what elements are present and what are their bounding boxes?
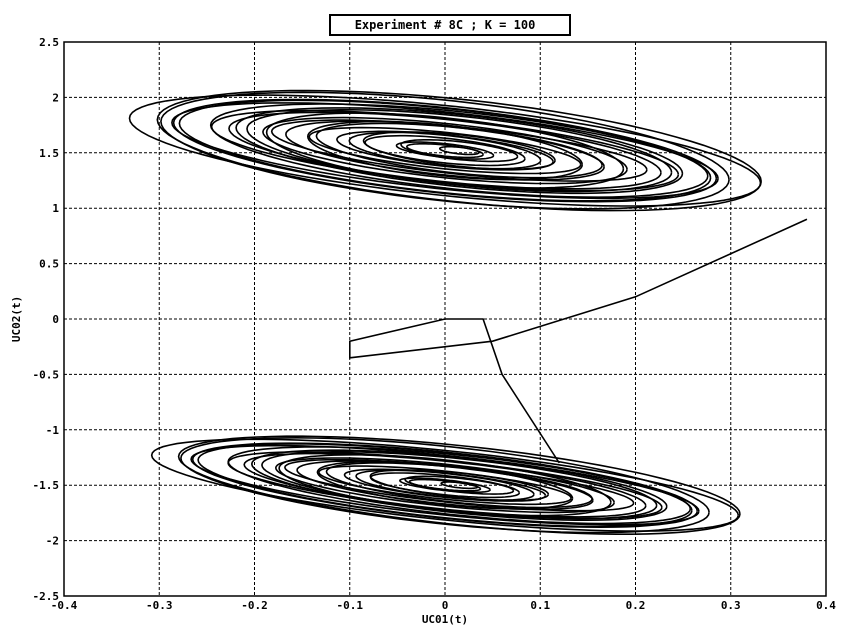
y-tick-label: -2 — [46, 535, 59, 548]
attractor-loop-upper — [209, 103, 709, 199]
y-tick-label: 2 — [52, 91, 59, 104]
attractor-loop-lower — [343, 468, 547, 502]
attractor-loop-upper — [160, 91, 730, 210]
y-tick-label: 1 — [52, 202, 59, 215]
y-tick-label: -0.5 — [33, 368, 60, 381]
attractor-loop-upper — [364, 134, 526, 167]
x-tick-label: -0.3 — [146, 599, 173, 612]
attractor-loop-upper — [235, 107, 684, 195]
attractor-loop-lower — [325, 462, 593, 509]
attractor-loop-lower — [408, 478, 482, 492]
transition-trajectory — [349, 218, 808, 464]
attractor-loop-lower — [318, 465, 572, 506]
trajectory-layer — [128, 89, 808, 535]
attractor-loop-upper — [246, 109, 673, 193]
x-tick-label: 0.2 — [626, 599, 646, 612]
attractor-loop-upper — [156, 89, 762, 212]
chart-title: Experiment # 8C ; K = 100 — [355, 18, 536, 32]
attractor-loop-upper — [262, 116, 628, 185]
attractor-loop-lower — [180, 436, 710, 534]
attractor-loop-lower — [250, 449, 668, 521]
y-tick-label: 0 — [52, 313, 59, 326]
attractor-loop-upper — [171, 102, 719, 200]
attractor-loop-upper — [172, 98, 718, 203]
attractor-loop-lower — [399, 477, 491, 494]
y-axis-label: UC02(t) — [10, 296, 23, 342]
x-axis-label: UC01(t) — [422, 613, 468, 626]
attractor-loop-lower — [243, 452, 647, 518]
attractor-loop-upper — [405, 143, 484, 159]
attractor-loop-lower — [227, 446, 692, 525]
attractor-loop-lower — [150, 438, 740, 532]
y-tick-label: 1.5 — [39, 147, 59, 160]
x-tick-label: -0.2 — [241, 599, 268, 612]
attractor-loop-upper — [400, 139, 519, 163]
attractor-loop-upper — [128, 94, 762, 207]
attractor-loop-upper — [228, 111, 662, 190]
attractor-loop-upper — [395, 141, 495, 160]
x-tick-label: 0.3 — [721, 599, 741, 612]
attractor-loop-lower — [274, 457, 615, 514]
y-tick-label: -1.5 — [33, 479, 60, 492]
tick-labels: -0.4 -0.3 -0.2 -0.1 0 0.1 0.2 0.3 0.4 -2.5 -2 -1.5 -… — [33, 36, 837, 612]
x-tick-label: -0.4 — [51, 599, 78, 612]
y-tick-label: -1 — [46, 424, 60, 437]
x-tick-label: 0.4 — [816, 599, 836, 612]
axes-frame — [63, 41, 827, 597]
attractor-loop-upper — [336, 130, 554, 171]
x-tick-label: 0 — [442, 599, 449, 612]
attractor-loop-lower — [177, 435, 741, 535]
x-tick-label: -0.1 — [337, 599, 364, 612]
attractor-loop-lower — [190, 444, 700, 526]
title-box — [329, 14, 571, 36]
y-tick-label: 2.5 — [39, 36, 59, 49]
y-tick-label: -2.5 — [33, 590, 60, 603]
x-tick-label: 0.1 — [530, 599, 550, 612]
attractor-loop-upper — [308, 126, 582, 175]
y-tick-label: 0.5 — [39, 258, 59, 271]
